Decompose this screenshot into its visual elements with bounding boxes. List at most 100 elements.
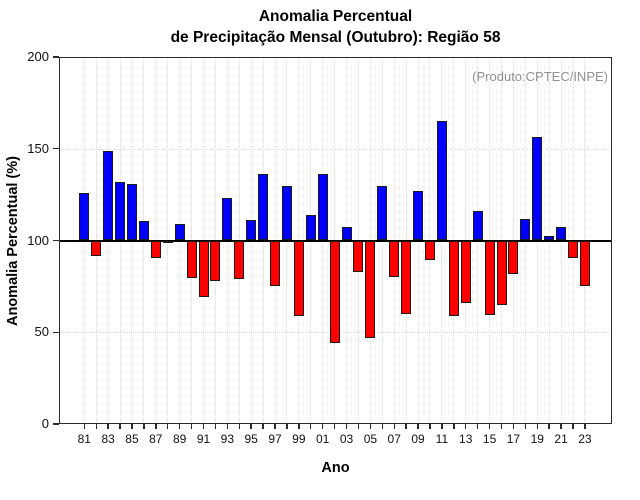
x-tick — [310, 424, 312, 429]
x-tick-label: 11 — [435, 432, 449, 446]
x-tick — [453, 424, 455, 429]
bar-1997 — [270, 240, 281, 287]
x-tick — [524, 424, 527, 429]
y-tick-label: 50 — [34, 324, 49, 340]
bar-2003 — [341, 226, 352, 241]
chart-title: Anomalia Percentual de Precipitação Mens… — [59, 6, 612, 48]
x-tick — [131, 424, 133, 429]
bar-2021 — [556, 226, 567, 241]
x-tick — [357, 424, 360, 429]
bar-1998 — [281, 186, 292, 241]
bar-2012 — [448, 240, 459, 316]
x-tick — [500, 424, 503, 429]
bar-2009 — [413, 190, 424, 241]
bar-2007 — [389, 240, 400, 278]
x-tick — [548, 424, 550, 429]
x-tick — [107, 424, 109, 429]
bar-2000 — [305, 214, 316, 241]
bar-1995 — [246, 220, 257, 241]
x-tick — [155, 424, 157, 429]
bar-2019 — [532, 136, 543, 241]
x-tick — [429, 424, 431, 429]
bar-2018 — [520, 219, 531, 241]
x-tick — [512, 424, 515, 429]
bar-1984 — [115, 181, 126, 241]
bar-2016 — [496, 240, 507, 305]
bar-2015 — [484, 240, 495, 315]
x-tick — [381, 424, 383, 429]
x-tick-label: 97 — [268, 432, 282, 446]
bar-1989 — [174, 223, 185, 241]
x-tick — [167, 424, 169, 429]
y-tick-label: 150 — [27, 140, 49, 156]
x-tick — [95, 424, 97, 429]
x-tick — [560, 424, 562, 429]
bar-1981 — [79, 192, 90, 241]
bar-2017 — [508, 240, 519, 274]
y-tick — [53, 239, 59, 242]
x-tick — [417, 424, 419, 429]
x-tick-label: 85 — [125, 432, 139, 446]
bar-2006 — [377, 186, 388, 241]
x-tick — [274, 424, 276, 429]
x-axis-title: Ano — [321, 460, 350, 476]
x-tick-label: 19 — [530, 432, 544, 446]
x-tick — [178, 424, 181, 429]
x-tick — [476, 424, 479, 429]
bar-1994 — [234, 240, 245, 280]
bar-1999 — [293, 240, 304, 316]
y-tick — [53, 423, 59, 425]
bar-1993 — [222, 198, 233, 241]
x-tick-label: 03 — [339, 432, 354, 446]
x-tick-label: 93 — [220, 432, 234, 446]
x-tick — [119, 424, 121, 429]
x-tick — [536, 424, 538, 429]
x-tick-label: 01 — [316, 432, 330, 446]
x-tick — [262, 424, 264, 429]
bar-2002 — [329, 240, 340, 344]
bar-1990 — [186, 240, 197, 279]
x-tick — [214, 424, 217, 429]
source-annotation: (Produto:CPTEC/INPE) — [472, 69, 608, 84]
x-tick — [333, 424, 336, 429]
bar-1992 — [210, 240, 221, 281]
x-tick — [465, 424, 467, 429]
x-tick — [143, 424, 145, 429]
bar-2010 — [424, 240, 435, 260]
x-tick-label: 13 — [459, 432, 473, 446]
y-tick-label: 200 — [27, 49, 49, 64]
plot-area: (Produto:CPTEC/INPE) Anomalia Percentual… — [5, 49, 612, 446]
bar-2023 — [579, 240, 590, 287]
x-tick — [488, 424, 491, 429]
bar-2014 — [472, 211, 483, 241]
bar-1991 — [198, 240, 209, 298]
x-tick-label: 17 — [506, 432, 521, 446]
x-tick — [298, 424, 300, 429]
x-tick — [83, 424, 85, 429]
bar-2008 — [401, 240, 412, 314]
x-tick — [202, 424, 205, 429]
x-tick — [584, 424, 586, 429]
x-tick — [322, 424, 324, 429]
bar-2011 — [436, 121, 447, 241]
x-tick — [286, 424, 288, 429]
x-tick — [190, 424, 193, 429]
gridline-horizontal — [59, 148, 612, 150]
x-tick — [405, 424, 407, 429]
x-tick-label: 81 — [77, 432, 91, 446]
x-tick-label: 87 — [149, 432, 163, 446]
x-tick — [393, 424, 395, 429]
y-tick-label: 0 — [41, 416, 49, 431]
bar-2001 — [317, 173, 328, 241]
x-tick — [250, 424, 252, 429]
x-tick — [369, 424, 372, 429]
bar-1988 — [162, 240, 173, 244]
y-tick — [53, 148, 59, 150]
x-tick-label: 05 — [363, 432, 378, 446]
x-tick — [226, 424, 229, 429]
bar-1996 — [258, 173, 269, 241]
x-tick — [238, 424, 240, 429]
y-tick — [53, 56, 59, 58]
bar-2004 — [353, 240, 364, 272]
